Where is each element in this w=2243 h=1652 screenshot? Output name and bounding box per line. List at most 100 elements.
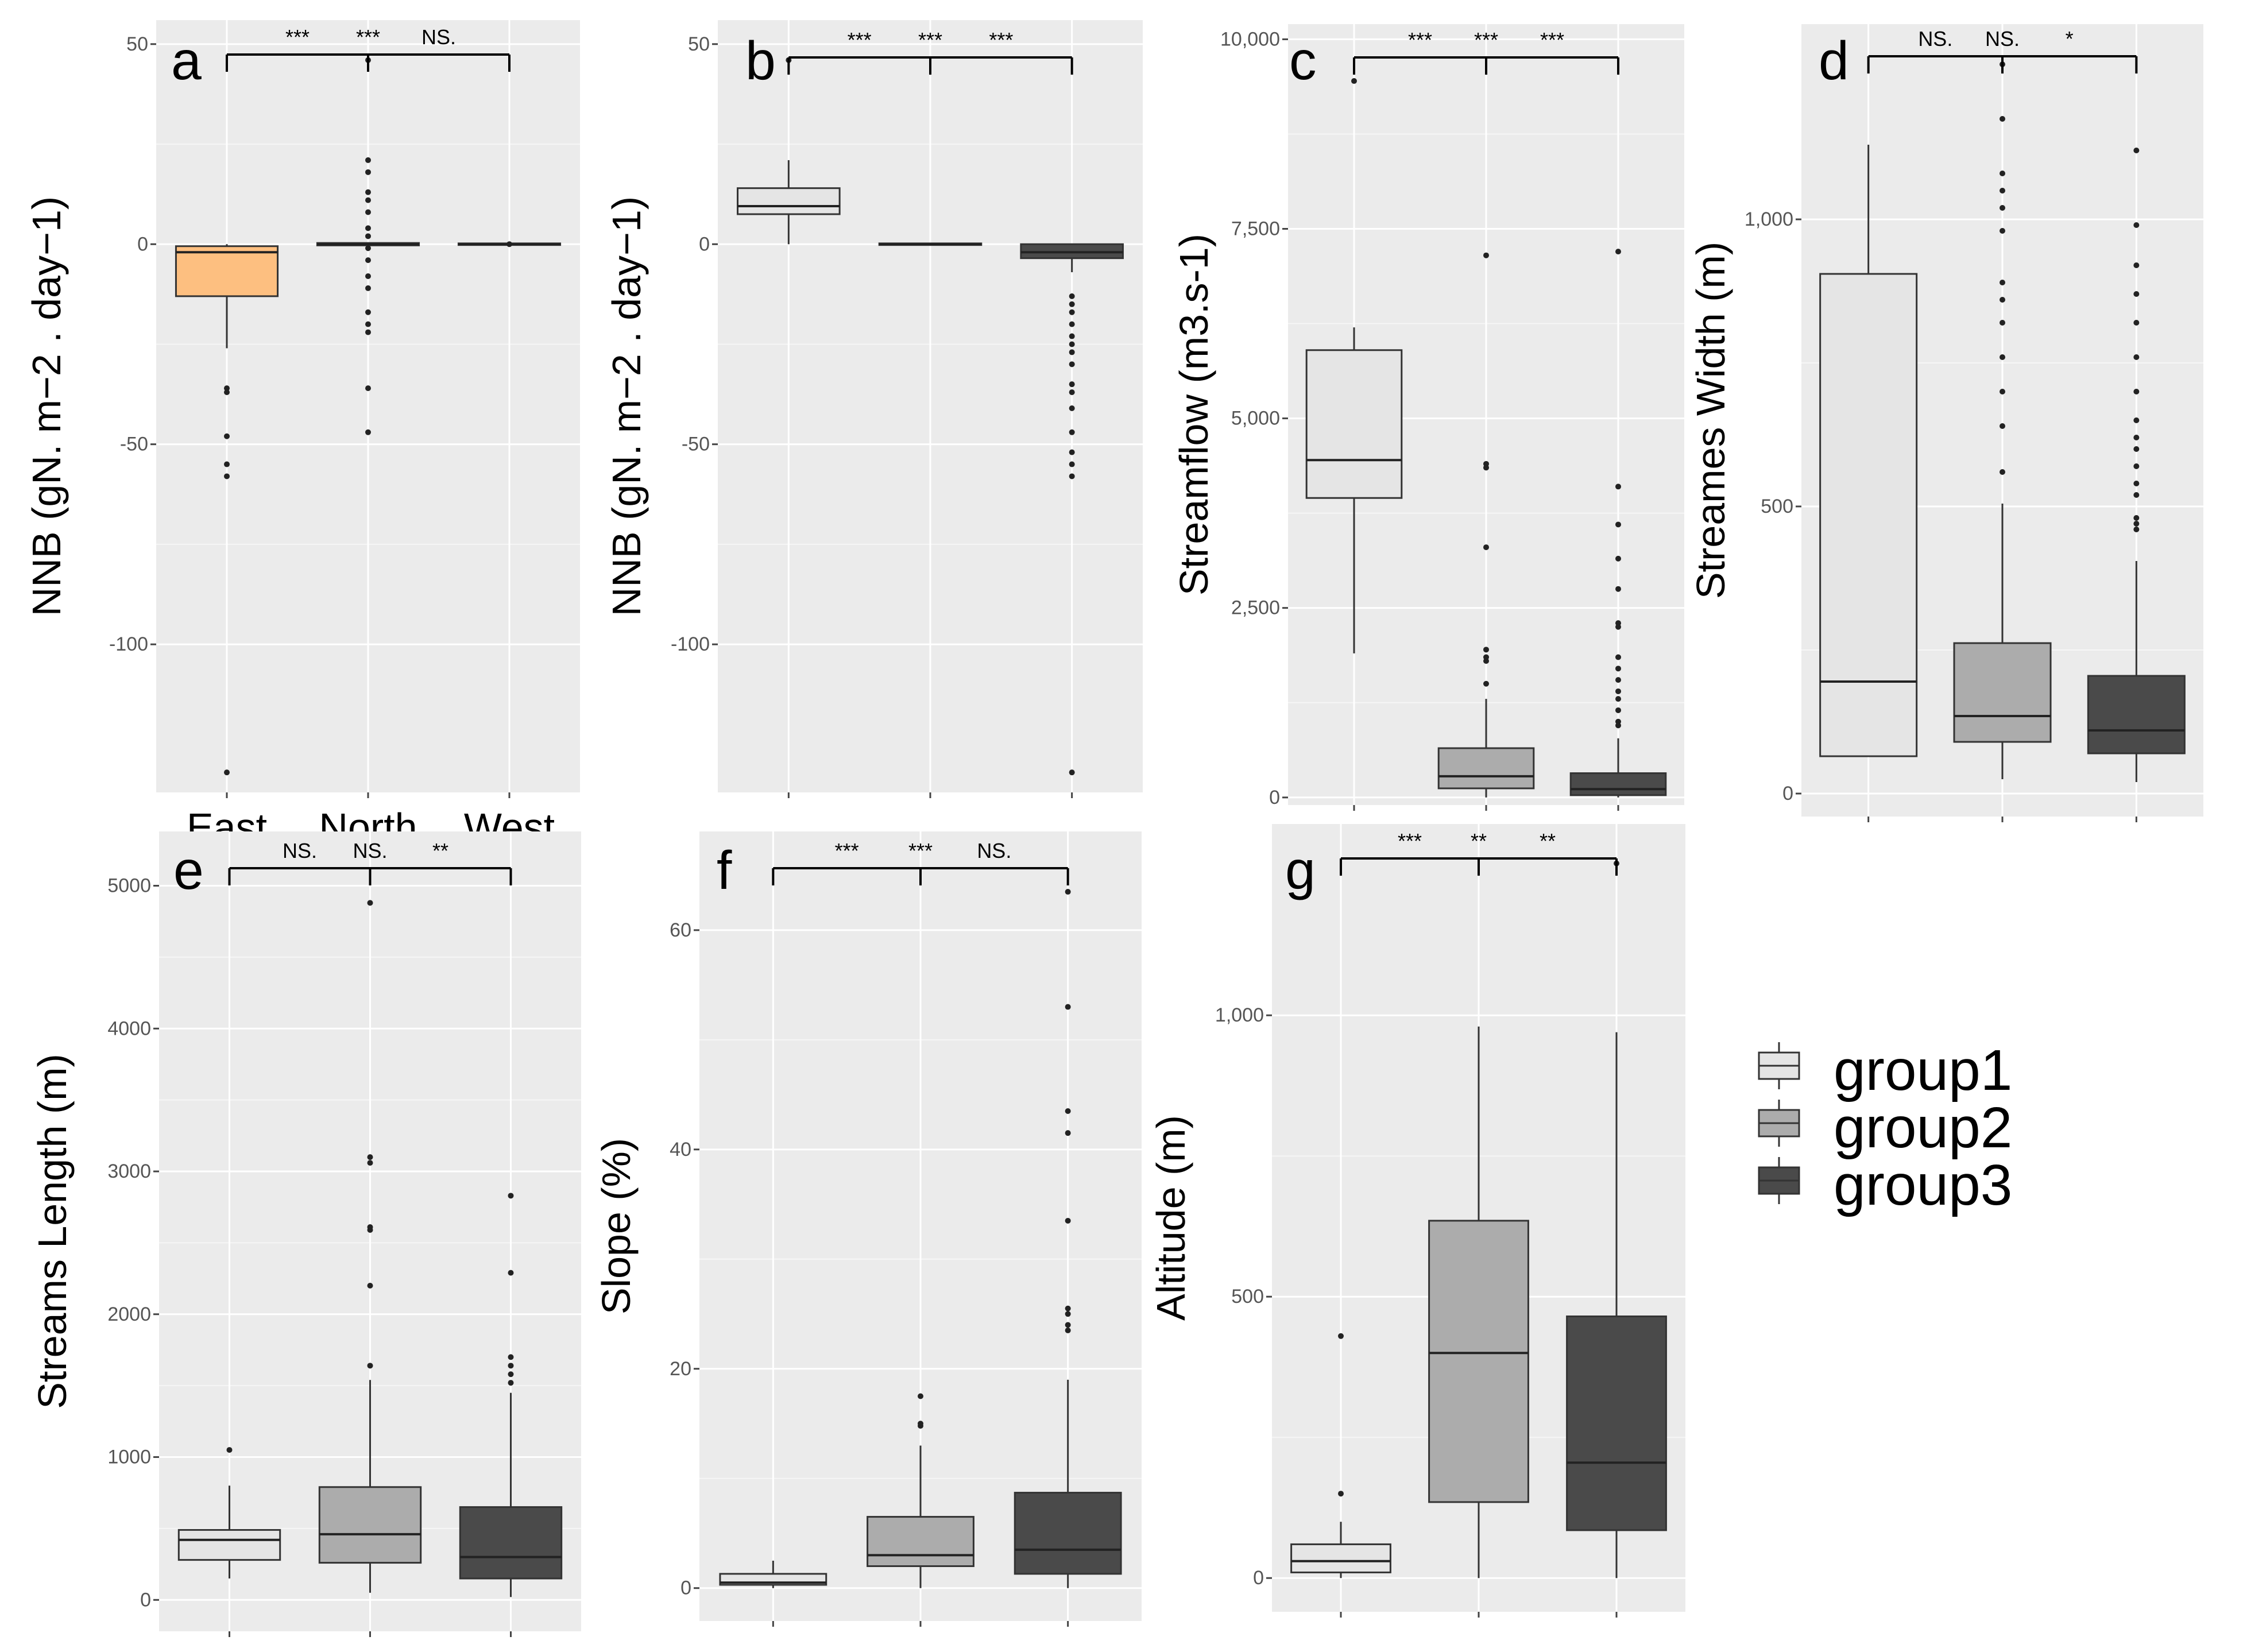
significance-label: NS.: [1985, 27, 2020, 51]
y-tick-label: 0: [140, 1589, 151, 1611]
outlier-point: [2133, 354, 2140, 360]
outlier-point: [1069, 293, 1075, 299]
outlier-point: [2000, 205, 2005, 211]
outlier-point: [365, 329, 371, 335]
y-tick-label: 20: [670, 1358, 691, 1380]
panel-label: f: [717, 840, 732, 901]
y-tick-label: 4000: [107, 1017, 151, 1039]
significance-bracket: *** ** **: [1340, 829, 1618, 876]
outlier-point: [1351, 78, 1357, 84]
outlier-point: [2133, 291, 2140, 297]
outlier-point: [1065, 1217, 1071, 1224]
outlier-point: [1069, 405, 1075, 411]
box-West: [457, 241, 562, 247]
outlier-point: [365, 273, 371, 280]
outlier-point: [2133, 527, 2140, 532]
outlier-point: [1065, 889, 1071, 895]
outlier-point: [2133, 262, 2140, 268]
outlier-point: [1069, 333, 1075, 339]
box-group3: [1014, 889, 1122, 1588]
box-iqr: [1437, 747, 1535, 790]
outlier-point: [1615, 722, 1621, 729]
outlier-point: [226, 1447, 233, 1453]
y-tick-label: 50: [126, 33, 148, 55]
panel-label: g: [1285, 840, 1316, 901]
outlier-point: [1069, 429, 1075, 435]
y-axis-title: Streames Width (m): [1688, 242, 1733, 599]
outlier-point: [1615, 249, 1621, 255]
outlier-point: [2000, 469, 2005, 475]
box-group3: [459, 1193, 563, 1597]
outlier-point: [2000, 320, 2005, 326]
outlier-point: [1615, 677, 1621, 683]
outlier-point: [367, 1160, 373, 1166]
outlier-point: [1615, 624, 1621, 630]
box-North: [316, 57, 420, 435]
outlier-point: [1615, 586, 1621, 592]
box-group2: [878, 242, 983, 246]
box-iqr: [177, 1529, 281, 1561]
legend-entry-group1: group1: [1758, 1038, 2012, 1102]
outlier-point: [1615, 688, 1621, 694]
outlier-point: [508, 1354, 514, 1360]
outlier-point: [1069, 461, 1075, 467]
outlier-point: [2133, 492, 2140, 498]
outlier-point: [367, 900, 373, 906]
outlier-point: [1615, 555, 1621, 562]
outlier-point: [2133, 148, 2140, 153]
outlier-point: [1338, 1333, 1344, 1339]
box-iqr: [1290, 1543, 1391, 1573]
significance-label: ***: [1474, 28, 1498, 52]
significance-label: ***: [908, 839, 933, 862]
outlier-point: [224, 389, 230, 396]
significance-label: NS.: [421, 25, 456, 49]
outlier-point: [2000, 354, 2005, 360]
outlier-point: [367, 1283, 373, 1289]
y-tick-label: 60: [670, 919, 691, 941]
outlier-point: [365, 245, 371, 252]
y-tick-label: -50: [120, 434, 148, 455]
outlier-point: [365, 197, 371, 203]
panel-label: c: [1289, 30, 1317, 91]
outlier-point: [508, 1371, 514, 1378]
outlier-point: [1069, 309, 1075, 315]
box-iqr: [1428, 1220, 1529, 1503]
box-group3: [1569, 249, 1667, 798]
box-group2: [1437, 252, 1535, 798]
y-tick-label: 0: [699, 233, 710, 255]
y-tick-label: 1,000: [1215, 1004, 1264, 1026]
y-tick-label: 5000: [107, 875, 151, 897]
outlier-point: [1483, 465, 1489, 471]
outlier-point: [2000, 280, 2005, 285]
y-tick-label: 0: [1269, 787, 1280, 808]
box-iqr: [318, 1486, 422, 1564]
legend-entry-group2: group2: [1758, 1096, 2012, 1160]
outlier-point: [508, 1363, 514, 1369]
outlier-point: [367, 1154, 373, 1160]
significance-bracket: *** *** ***: [1353, 28, 1619, 75]
outlier-point: [1065, 1327, 1071, 1333]
y-tick-label: 40: [670, 1139, 691, 1160]
outlier-point: [1615, 696, 1621, 702]
outlier-point: [1069, 301, 1075, 307]
outlier-point: [506, 241, 512, 247]
y-tick-label: 2,500: [1231, 597, 1280, 619]
significance-bracket: *** *** NS.: [226, 25, 511, 72]
outlier-point: [224, 433, 230, 439]
outlier-point: [508, 1270, 514, 1276]
significance-label: NS.: [353, 839, 387, 862]
y-axis-title: Streamflow (m3.s-1): [1171, 234, 1216, 595]
y-tick-label: 500: [1231, 1286, 1264, 1307]
box-iqr: [175, 245, 279, 297]
outlier-point: [2000, 389, 2005, 394]
outlier-point: [1069, 381, 1075, 388]
outlier-point: [1615, 666, 1621, 672]
significance-bracket: *** *** ***: [787, 28, 1073, 75]
outlier-point: [2000, 423, 2005, 429]
box-group3: [1566, 860, 1667, 1579]
outlier-point: [1069, 449, 1075, 455]
outlier-point: [1615, 654, 1621, 660]
outlier-point: [1065, 1305, 1071, 1311]
box-East: [175, 244, 279, 776]
chart-panel-d: 0 500 1,000 NS. NS. * d Streames Width (m): [1688, 24, 2203, 822]
